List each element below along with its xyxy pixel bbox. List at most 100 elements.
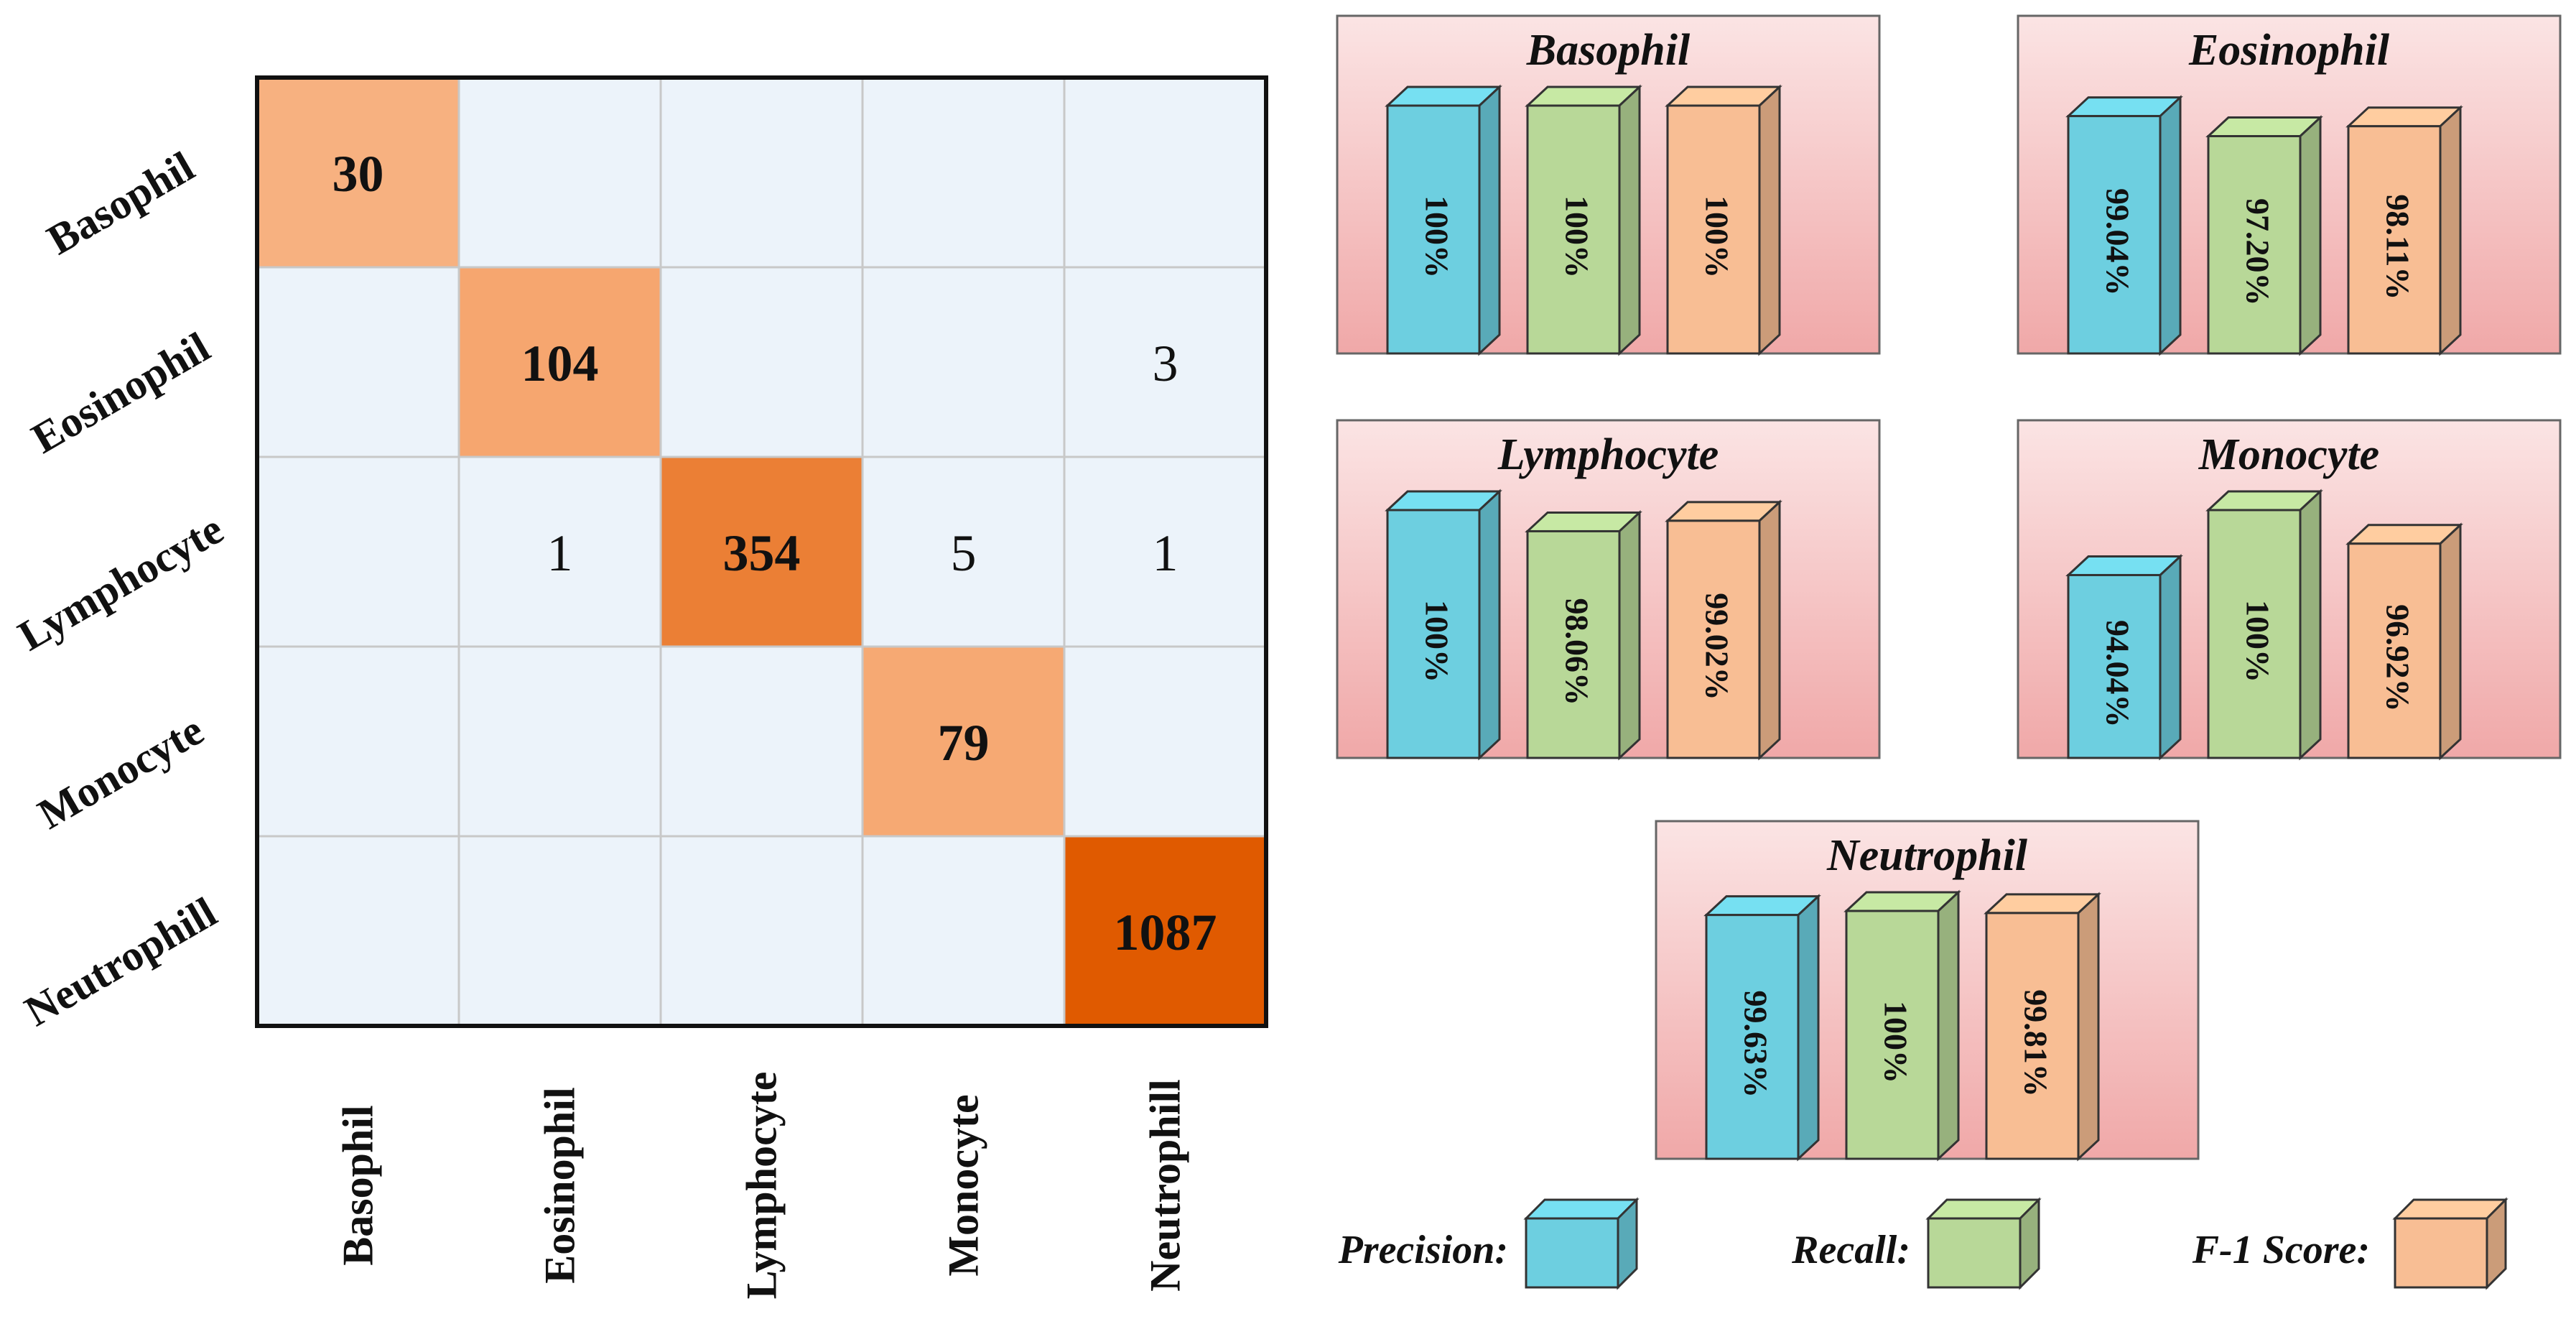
- panel-title: Basophil: [1526, 26, 1691, 75]
- matrix-cell: [256, 645, 460, 838]
- bar-front-face: [1705, 914, 1800, 1160]
- metric-bar: 100%: [2205, 489, 2323, 761]
- matrix-border: [255, 75, 1268, 1028]
- matrix-cell: [1063, 835, 1268, 1027]
- metric-bar: 100%: [1665, 84, 1782, 356]
- matrix-cell: [256, 266, 460, 458]
- matrix-cell: [457, 455, 662, 648]
- bar-front-face: [1386, 509, 1481, 759]
- bar-value-label: 99.81%: [2017, 989, 2054, 1097]
- metric-bar: 99.04%: [2065, 95, 2183, 356]
- bar-value-label: 96.92%: [2379, 604, 2416, 712]
- bar-side-face: [1618, 510, 1641, 761]
- bar-value-label: 100%: [1418, 195, 1455, 278]
- row-label: Eosinophil: [24, 323, 218, 463]
- matrix-cell: [256, 835, 460, 1027]
- metric-bar: 99.02%: [1665, 499, 1782, 761]
- matrix-cell-value: 3: [1153, 335, 1178, 392]
- legend-item: Recall:: [1791, 1197, 2042, 1290]
- bar-side-face: [2299, 489, 2322, 761]
- panel-title: Monocyte: [2198, 430, 2379, 479]
- matrix-cell: [457, 645, 662, 838]
- matrix-cell: [861, 835, 1066, 1027]
- matrix-cell: [659, 645, 864, 838]
- bar-value-label: 94.04%: [2099, 620, 2136, 728]
- legend-item: F-1 Score:: [2192, 1197, 2508, 1290]
- metric-panel: Eosinophil 99.04% 97.20% 98.11%: [2017, 14, 2562, 356]
- metric-bar: 97.20%: [2205, 115, 2323, 356]
- bar-front-face: [2207, 509, 2302, 759]
- matrix-cell-value: 30: [333, 145, 384, 203]
- matrix-cell: [1063, 455, 1268, 648]
- bar-front-face: [1985, 912, 2080, 1160]
- bar-front-face: [1845, 910, 1940, 1160]
- bar-value-label: 99.04%: [2099, 188, 2136, 296]
- bar-front-face: [2347, 542, 2442, 759]
- bar-front-face: [1526, 104, 1621, 355]
- column-label: Basophil: [335, 1105, 382, 1265]
- metric-panel: Monocyte 94.04% 100% 96.92%: [2017, 419, 2562, 761]
- row-label: Monocyte: [30, 706, 211, 838]
- bar-value-label: 100%: [1558, 195, 1595, 278]
- bar-value-label: 100%: [1877, 1001, 1914, 1083]
- metric-panel: Neutrophil 99.63% 100% 99.81%: [1655, 820, 2200, 1162]
- bar-front-face: [1666, 519, 1761, 759]
- bar-value-label: 100%: [1418, 600, 1455, 682]
- matrix-cell: [457, 835, 662, 1027]
- bar-front-face: [1386, 104, 1481, 355]
- metric-bar: 94.04%: [2065, 554, 2183, 761]
- matrix-cell: [861, 645, 1066, 838]
- bar-value-label: 99.63%: [1737, 991, 1774, 1098]
- column-label: Eosinophil: [536, 1087, 584, 1284]
- matrix-cell-value: 104: [521, 335, 599, 392]
- matrix-cell: [457, 266, 662, 458]
- metric-panel: Basophil 100% 100% 100%: [1336, 14, 1881, 356]
- panel-title: Eosinophil: [2188, 26, 2390, 75]
- matrix-cell-value: 354: [723, 524, 801, 582]
- bar-side-face: [1618, 84, 1641, 356]
- matrix-cell: [861, 76, 1066, 269]
- bar-side-face: [2077, 892, 2100, 1162]
- column-label: Lymphocyte: [738, 1072, 786, 1300]
- matrix-cell: [256, 76, 460, 269]
- metric-bar: 100%: [1385, 84, 1502, 356]
- bar-front-face: [1666, 104, 1761, 355]
- matrix-cell-value: 5: [951, 524, 977, 582]
- metric-bar: 99.81%: [1984, 892, 2101, 1162]
- bar-side-face: [2439, 522, 2462, 761]
- matrix-cell: [659, 266, 864, 458]
- bar-front-face: [1526, 529, 1621, 759]
- matrix-cell-value: 79: [938, 714, 990, 772]
- legend-label: F-1 Score:: [2192, 1228, 2370, 1272]
- metric-panel: Lymphocyte 100% 98.06% 99.02%: [1336, 419, 1881, 761]
- legend-swatch: [2394, 1217, 2488, 1289]
- bar-value-label: 100%: [1698, 195, 1735, 278]
- row-label: Neutrophill: [17, 888, 224, 1035]
- legend-label: Recall:: [1791, 1228, 1910, 1272]
- matrix-cell: [861, 266, 1066, 458]
- matrix-cell: [256, 455, 460, 648]
- column-label: Monocyte: [940, 1094, 987, 1276]
- bar-side-face: [1478, 489, 1501, 761]
- matrix-cell: [659, 835, 864, 1027]
- matrix-cell-value: 1: [547, 524, 573, 582]
- legend-swatch: [1927, 1217, 2022, 1289]
- metric-bar: 98.06%: [1525, 510, 1642, 761]
- legend-item: Precision:: [1338, 1197, 1640, 1290]
- metric-bar: 100%: [1385, 489, 1502, 761]
- legend-label: Precision:: [1338, 1228, 1508, 1272]
- panel-title: Lymphocyte: [1497, 430, 1719, 479]
- bar-side-face: [1758, 84, 1781, 356]
- matrix-cell-value: 1087: [1114, 904, 1217, 961]
- bar-value-label: 100%: [2239, 600, 2276, 682]
- bar-side-face: [1797, 894, 1820, 1162]
- metric-bar: 100%: [1525, 84, 1642, 356]
- bar-front-face: [2067, 573, 2162, 759]
- bar-value-label: 98.06%: [1558, 598, 1595, 705]
- bar-side-face: [2299, 115, 2322, 356]
- row-label: Basophil: [39, 142, 203, 264]
- bar-side-face: [1758, 499, 1781, 761]
- bar-side-face: [2439, 105, 2462, 356]
- matrix-cell: [457, 76, 662, 269]
